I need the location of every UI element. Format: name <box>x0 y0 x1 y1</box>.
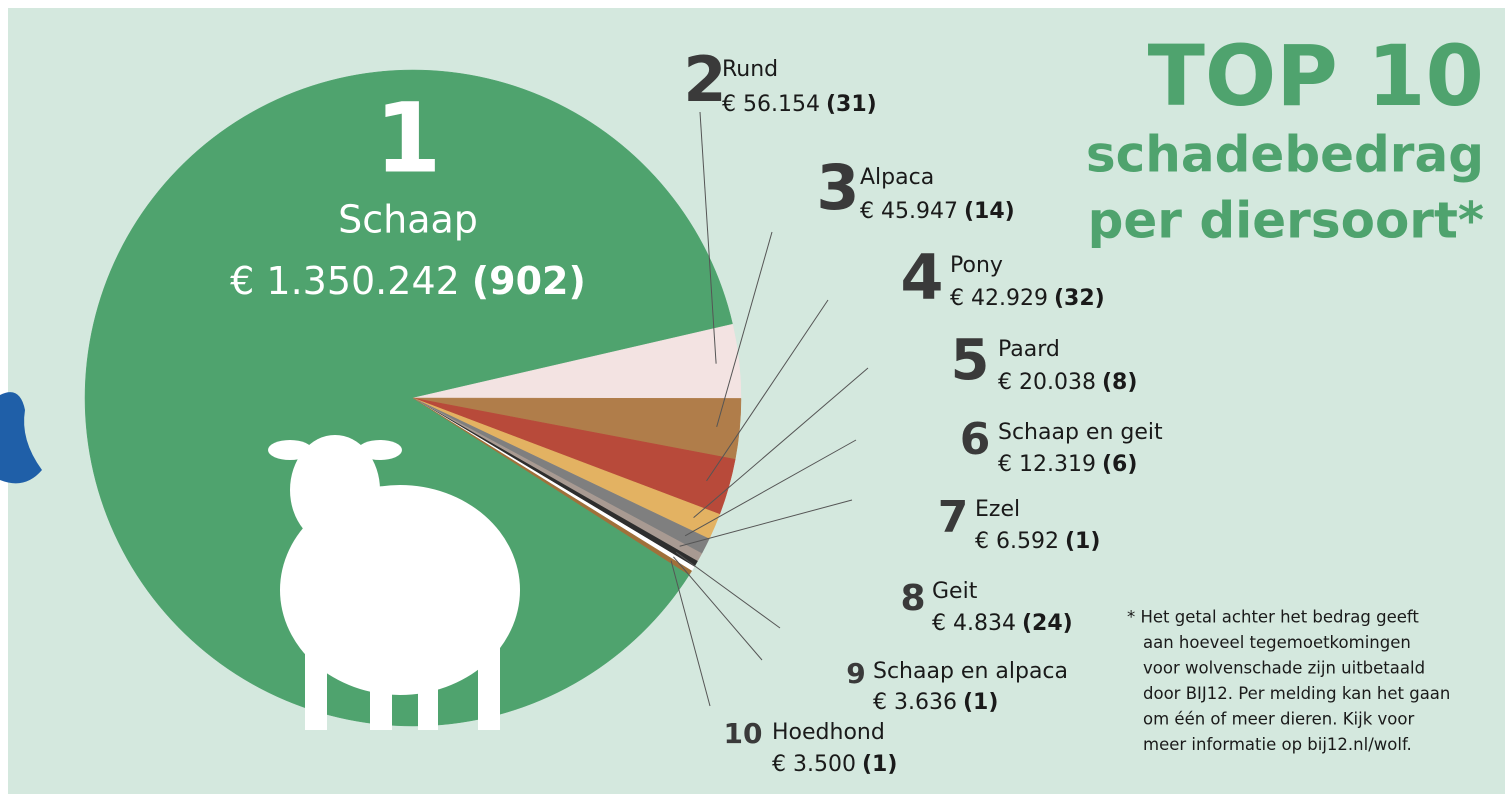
amount-label: € 1.350.242 (902) <box>230 259 586 303</box>
value-label: € 3.500 <box>772 752 856 777</box>
category-label: Hoedhond <box>772 720 885 745</box>
rank-number: 3 <box>816 151 859 224</box>
infographic: 1Schaap € 1.350.242 (902) 2Rund € 56.154(31)… <box>0 0 1505 794</box>
rank-number: 10 <box>724 717 763 750</box>
category-label: Paard <box>998 337 1060 362</box>
amount-label: € 45.947(14) <box>860 199 1015 224</box>
value-label: € 56.154 <box>722 92 820 117</box>
footnote-line: meer informatie op bij12.nl/wolf. <box>1143 735 1412 754</box>
title-line: per diersoort* <box>1088 192 1484 250</box>
count-label: (1) <box>963 690 998 715</box>
category-label: Rund <box>722 57 778 82</box>
count-label: (1) <box>862 752 897 777</box>
value-label: € 42.929 <box>950 286 1048 311</box>
category-label: Pony <box>950 253 1003 278</box>
count-label: (1) <box>1065 529 1100 554</box>
rank-number: 2 <box>683 43 726 116</box>
value-label: € 20.038 <box>998 370 1096 395</box>
footnote-line: om één of meer dieren. Kijk voor <box>1143 710 1414 729</box>
count-label: (8) <box>1102 370 1137 395</box>
value-label: € 12.319 <box>998 452 1096 477</box>
value-label: € 6.592 <box>975 529 1059 554</box>
amount-label: € 56.154(31) <box>722 92 877 117</box>
category-label: Schaap en alpaca <box>873 659 1068 684</box>
amount-label: € 3.500(1) <box>772 752 897 777</box>
title-line: TOP 10 <box>1148 27 1484 125</box>
rank-number: 9 <box>846 657 865 690</box>
rank-number: 7 <box>938 492 969 543</box>
amount-label: € 42.929(32) <box>950 286 1105 311</box>
amount-label: € 3.636(1) <box>873 690 998 715</box>
footnote-line: voor wolvenschade zijn uitbetaald <box>1143 659 1425 678</box>
title-line: schadebedrag <box>1086 126 1484 184</box>
footnote-line: aan hoeveel tegemoetkomingen <box>1143 633 1411 652</box>
category-label: Schaap en geit <box>998 420 1163 445</box>
amount-label: € 4.834(24) <box>932 611 1073 636</box>
count-label: (902) <box>472 259 586 303</box>
value-label: € 45.947 <box>860 199 958 224</box>
rank-number: 5 <box>951 328 990 393</box>
footnote-line: * Het getal achter het bedrag geeft <box>1127 608 1419 627</box>
amount-label: € 6.592(1) <box>975 529 1100 554</box>
value-label: € 4.834 <box>932 611 1016 636</box>
value-label: € 1.350.242 <box>230 259 460 303</box>
amount-label: € 20.038(8) <box>998 370 1137 395</box>
rank-number: 8 <box>900 578 925 619</box>
rank-number: 6 <box>960 414 991 465</box>
value-label: € 3.636 <box>873 690 957 715</box>
footnote-line: door BIJ12. Per melding kan het gaan <box>1143 684 1450 703</box>
rank-number: 1 <box>375 82 442 194</box>
category-label: Ezel <box>975 497 1020 522</box>
rank-number: 4 <box>900 241 943 314</box>
category-label: Geit <box>932 579 978 604</box>
count-label: (6) <box>1102 452 1137 477</box>
count-label: (32) <box>1054 286 1105 311</box>
count-label: (14) <box>964 199 1015 224</box>
category-label: Alpaca <box>860 165 934 190</box>
count-label: (24) <box>1022 611 1073 636</box>
category-label: Schaap <box>338 198 478 242</box>
count-label: (31) <box>826 92 877 117</box>
amount-label: € 12.319(6) <box>998 452 1137 477</box>
